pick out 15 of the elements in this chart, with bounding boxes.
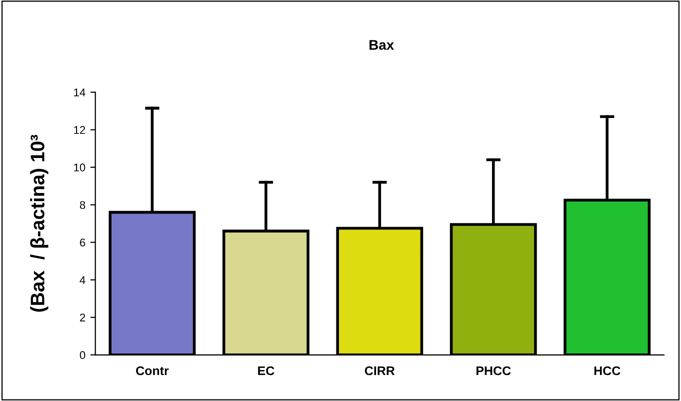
chart-title: Bax <box>370 40 394 50</box>
y-tick-label: 0 <box>80 351 86 360</box>
y-tick-label: 4 <box>80 276 86 284</box>
y-tick-label: 10 <box>74 164 86 172</box>
y-axis-title: (Bax / β-actina) 10³ <box>30 134 48 312</box>
y-tick-label: 14 <box>74 88 86 96</box>
y-tick-label: 12 <box>74 126 86 134</box>
x-tick-label: Contr <box>136 366 169 376</box>
y-tick-label: 8 <box>80 201 86 209</box>
x-tick-label: HCC <box>594 366 620 376</box>
x-tick-label: EC <box>258 366 274 376</box>
x-tick-label: CIRR <box>364 366 395 376</box>
x-tick-label: PHCC <box>476 366 511 376</box>
y-tick-label: 6 <box>80 238 86 246</box>
y-tick-label: 2 <box>80 314 86 322</box>
